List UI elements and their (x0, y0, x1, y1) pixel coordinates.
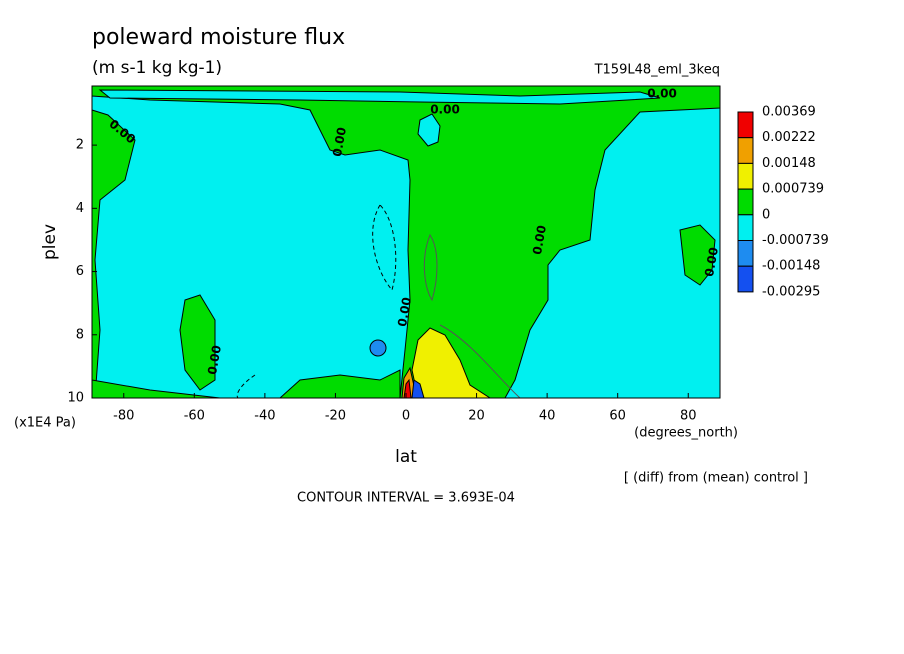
y-tick-label: 2 (76, 138, 84, 153)
note: [ (diff) from (mean) control ] (624, 471, 808, 486)
dashed-contour (236, 204, 397, 399)
y-axis-unit: (x1E4 Pa) (14, 416, 76, 431)
x-tick-label: -60 (184, 409, 205, 424)
chart-title: poleward moisture flux (92, 25, 345, 50)
y-tick-label: 10 (67, 391, 84, 406)
run-label: T159L48_eml_3keq (594, 63, 720, 78)
colorbar-box (737, 137, 754, 164)
y-tick-label: 4 (76, 201, 84, 216)
colorbar-box (737, 111, 754, 139)
field-region (411, 327, 492, 399)
x-tick-label: -80 (113, 409, 134, 424)
x-tick-label: 40 (539, 409, 556, 424)
colorbar-box (737, 162, 754, 190)
colorbar-label: -0.00148 (762, 259, 820, 274)
contour-label: 0.00 (205, 344, 224, 376)
contour-label: 0.00 (702, 246, 721, 278)
x-tick-label: 20 (468, 409, 485, 424)
y-tick-label: 8 (76, 327, 84, 342)
field-region (417, 113, 441, 147)
contour-interval: CONTOUR INTERVAL = 3.693E-04 (297, 491, 515, 506)
colorbar-label: -0.00295 (762, 284, 820, 299)
x-tick-label: 0 (402, 409, 410, 424)
x-tick-label: -20 (325, 409, 346, 424)
contour-label: 0.00 (430, 103, 460, 117)
x-axis-unit: (degrees_north) (634, 426, 738, 441)
contour-label: 0.00 (530, 224, 549, 256)
chart-subtitle: (m s-1 kg kg-1) (92, 58, 222, 78)
contour-label: 0.00 (330, 126, 349, 158)
field-region (179, 294, 216, 391)
contour-label: 0.00 (395, 296, 414, 328)
y-tick-label: 6 (76, 264, 84, 279)
colorbar-label: 0.000739 (762, 182, 824, 197)
field-region (369, 339, 387, 357)
colorbar-label: 0.00222 (762, 130, 816, 145)
y-axis-label: plev (40, 224, 60, 260)
colorbar-box (737, 240, 754, 267)
colorbar-box (737, 188, 754, 216)
contour-label: 0.00 (647, 87, 677, 101)
x-tick-label: 80 (680, 409, 697, 424)
colorbar-label: -0.000739 (762, 233, 829, 248)
colorbar-box (737, 214, 754, 242)
colorbar-label: 0 (762, 207, 770, 222)
x-axis-label: lat (395, 447, 417, 467)
colorbar-label: 0.00369 (762, 105, 816, 120)
field-region (679, 224, 716, 286)
x-tick-label: 60 (609, 409, 626, 424)
field-region (98, 89, 661, 105)
contour-line (423, 233, 521, 399)
x-tick-label: -40 (254, 409, 275, 424)
contour-field (91, 85, 721, 399)
colorbar-label: 0.00148 (762, 156, 816, 171)
colorbar-box (737, 265, 754, 293)
